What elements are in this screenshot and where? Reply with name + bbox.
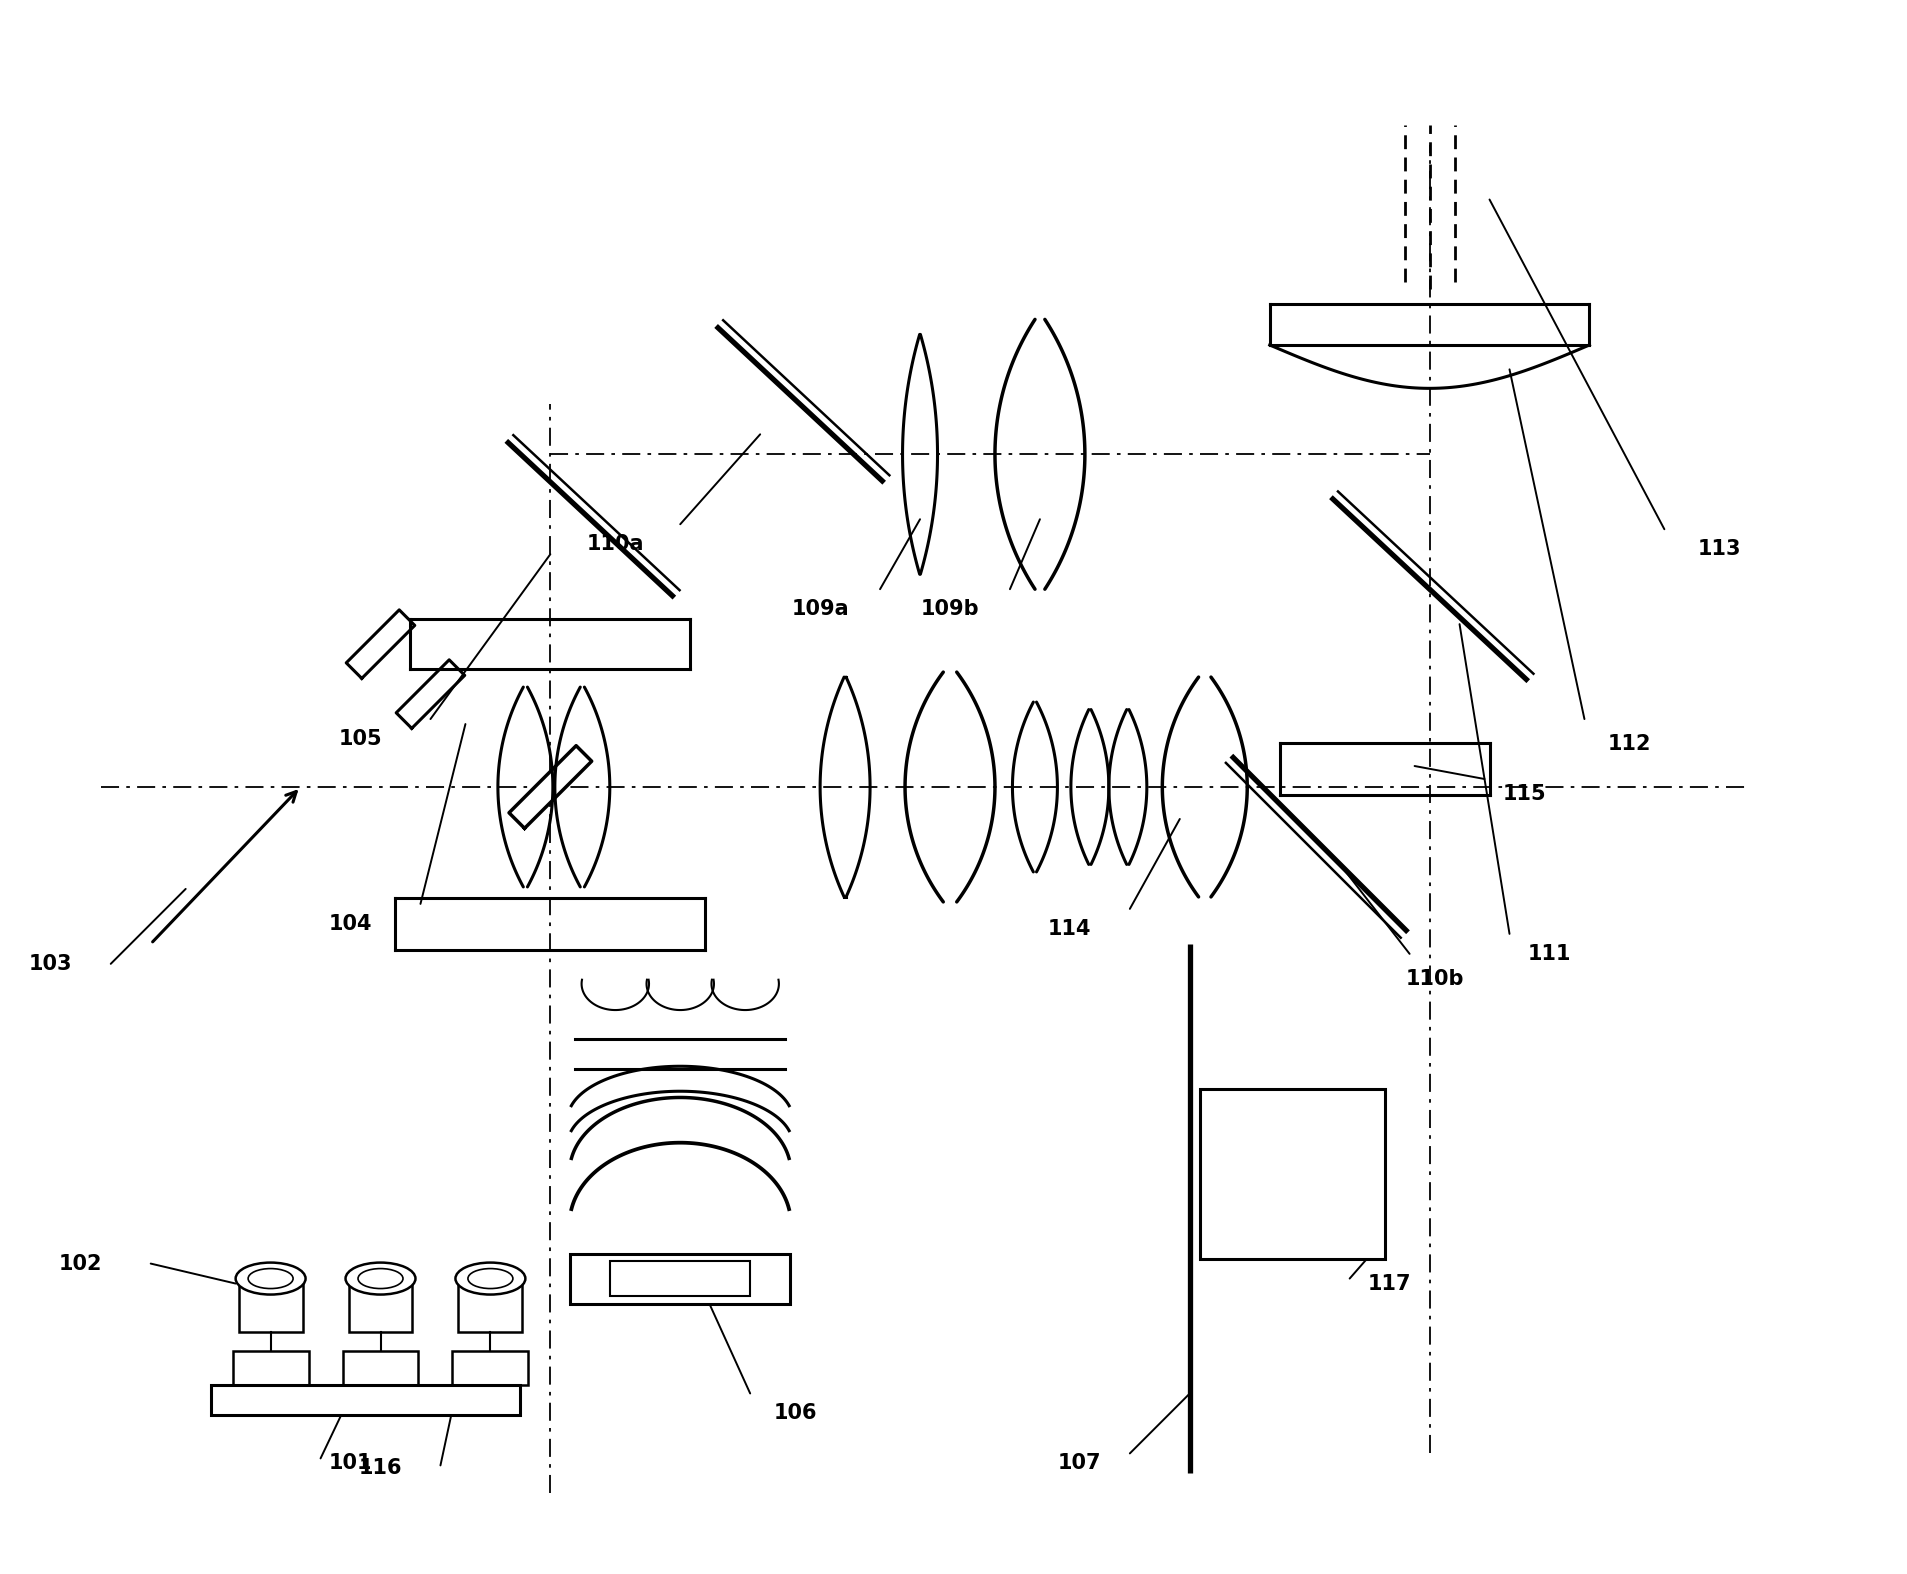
Text: 109a: 109a xyxy=(791,600,849,619)
Text: 104: 104 xyxy=(328,914,372,933)
Text: 107: 107 xyxy=(1058,1453,1100,1473)
Ellipse shape xyxy=(359,1269,402,1289)
Text: 110a: 110a xyxy=(585,534,645,554)
Text: 117: 117 xyxy=(1367,1273,1411,1294)
FancyBboxPatch shape xyxy=(458,1280,523,1332)
FancyBboxPatch shape xyxy=(238,1280,303,1332)
Text: 111: 111 xyxy=(1528,944,1569,963)
Text: 113: 113 xyxy=(1697,540,1741,559)
Ellipse shape xyxy=(456,1262,524,1294)
FancyBboxPatch shape xyxy=(349,1280,412,1332)
FancyBboxPatch shape xyxy=(343,1350,418,1385)
Ellipse shape xyxy=(345,1262,416,1294)
Polygon shape xyxy=(345,609,414,678)
Polygon shape xyxy=(397,660,465,729)
Ellipse shape xyxy=(235,1262,305,1294)
FancyBboxPatch shape xyxy=(233,1350,309,1385)
Text: 112: 112 xyxy=(1608,733,1650,754)
Text: 110b: 110b xyxy=(1405,970,1463,988)
FancyBboxPatch shape xyxy=(570,1253,789,1303)
Text: 103: 103 xyxy=(29,954,72,974)
Ellipse shape xyxy=(248,1269,294,1289)
Text: 116: 116 xyxy=(359,1459,402,1478)
Text: 105: 105 xyxy=(339,729,381,749)
FancyBboxPatch shape xyxy=(610,1261,749,1295)
FancyBboxPatch shape xyxy=(1200,1089,1384,1259)
FancyBboxPatch shape xyxy=(210,1385,521,1415)
Text: 102: 102 xyxy=(59,1253,103,1273)
Text: 115: 115 xyxy=(1503,784,1545,804)
FancyBboxPatch shape xyxy=(452,1350,528,1385)
Text: 101: 101 xyxy=(328,1453,372,1473)
Ellipse shape xyxy=(467,1269,513,1289)
Polygon shape xyxy=(509,746,591,828)
Text: 114: 114 xyxy=(1047,919,1091,938)
Text: 106: 106 xyxy=(772,1404,816,1423)
Text: 109b: 109b xyxy=(921,600,978,619)
